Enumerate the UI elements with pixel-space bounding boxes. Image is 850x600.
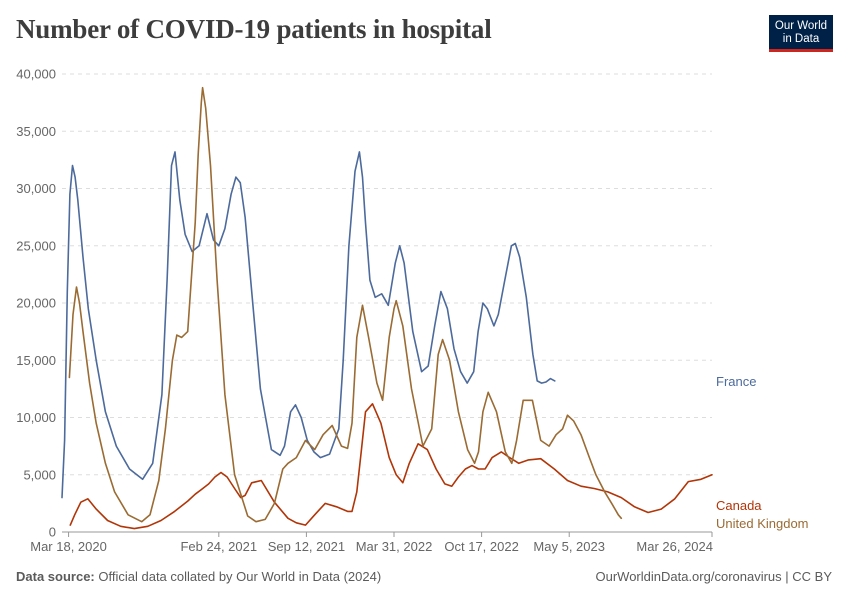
x-tick-label: Feb 24, 2021 [180, 539, 257, 554]
y-tick-label: 5,000 [23, 467, 56, 482]
license-text: | CC BY [785, 569, 832, 584]
x-tick-label: Sep 12, 2021 [268, 539, 345, 554]
x-tick-label: May 5, 2023 [533, 539, 605, 554]
x-tick-label: Oct 17, 2022 [444, 539, 518, 554]
y-tick-label: 35,000 [16, 124, 56, 139]
chart-title: Number of COVID-19 patients in hospital [16, 14, 492, 44]
series-line-france [61, 151, 556, 499]
owid-logo[interactable]: Our World in Data [769, 15, 833, 52]
x-tick-label: Mar 26, 2024 [636, 539, 713, 554]
y-tick-label: 30,000 [16, 181, 56, 196]
x-tick-label: Mar 31, 2022 [356, 539, 433, 554]
source-link[interactable]: OurWorldinData.org/coronavirus [595, 569, 782, 584]
series-line-united-kingdom [68, 86, 623, 523]
footer-links: OurWorldinData.org/coronavirus | CC BY [595, 569, 832, 584]
y-tick-label: 10,000 [16, 410, 56, 425]
data-source: Data source: Official data collated by O… [16, 569, 381, 584]
y-tick-label: 40,000 [16, 67, 56, 82]
y-tick-label: 20,000 [16, 296, 56, 311]
logo-line-2: in Data [782, 33, 820, 45]
y-tick-label: 25,000 [16, 238, 56, 253]
x-tick-label: Mar 18, 2020 [30, 539, 107, 554]
y-tick-label: 0 [49, 525, 56, 540]
data-source-label: Data source: [16, 569, 95, 584]
data-source-text: Official data collated by Our World in D… [98, 569, 382, 584]
logo-line-1: Our World [774, 20, 828, 32]
y-tick-label: 15,000 [16, 353, 56, 368]
series-line-canada [69, 402, 713, 530]
legend-label-france: France [716, 374, 756, 389]
legend-label-canada: Canada [716, 498, 762, 513]
legend-label-united-kingdom: United Kingdom [716, 516, 809, 531]
